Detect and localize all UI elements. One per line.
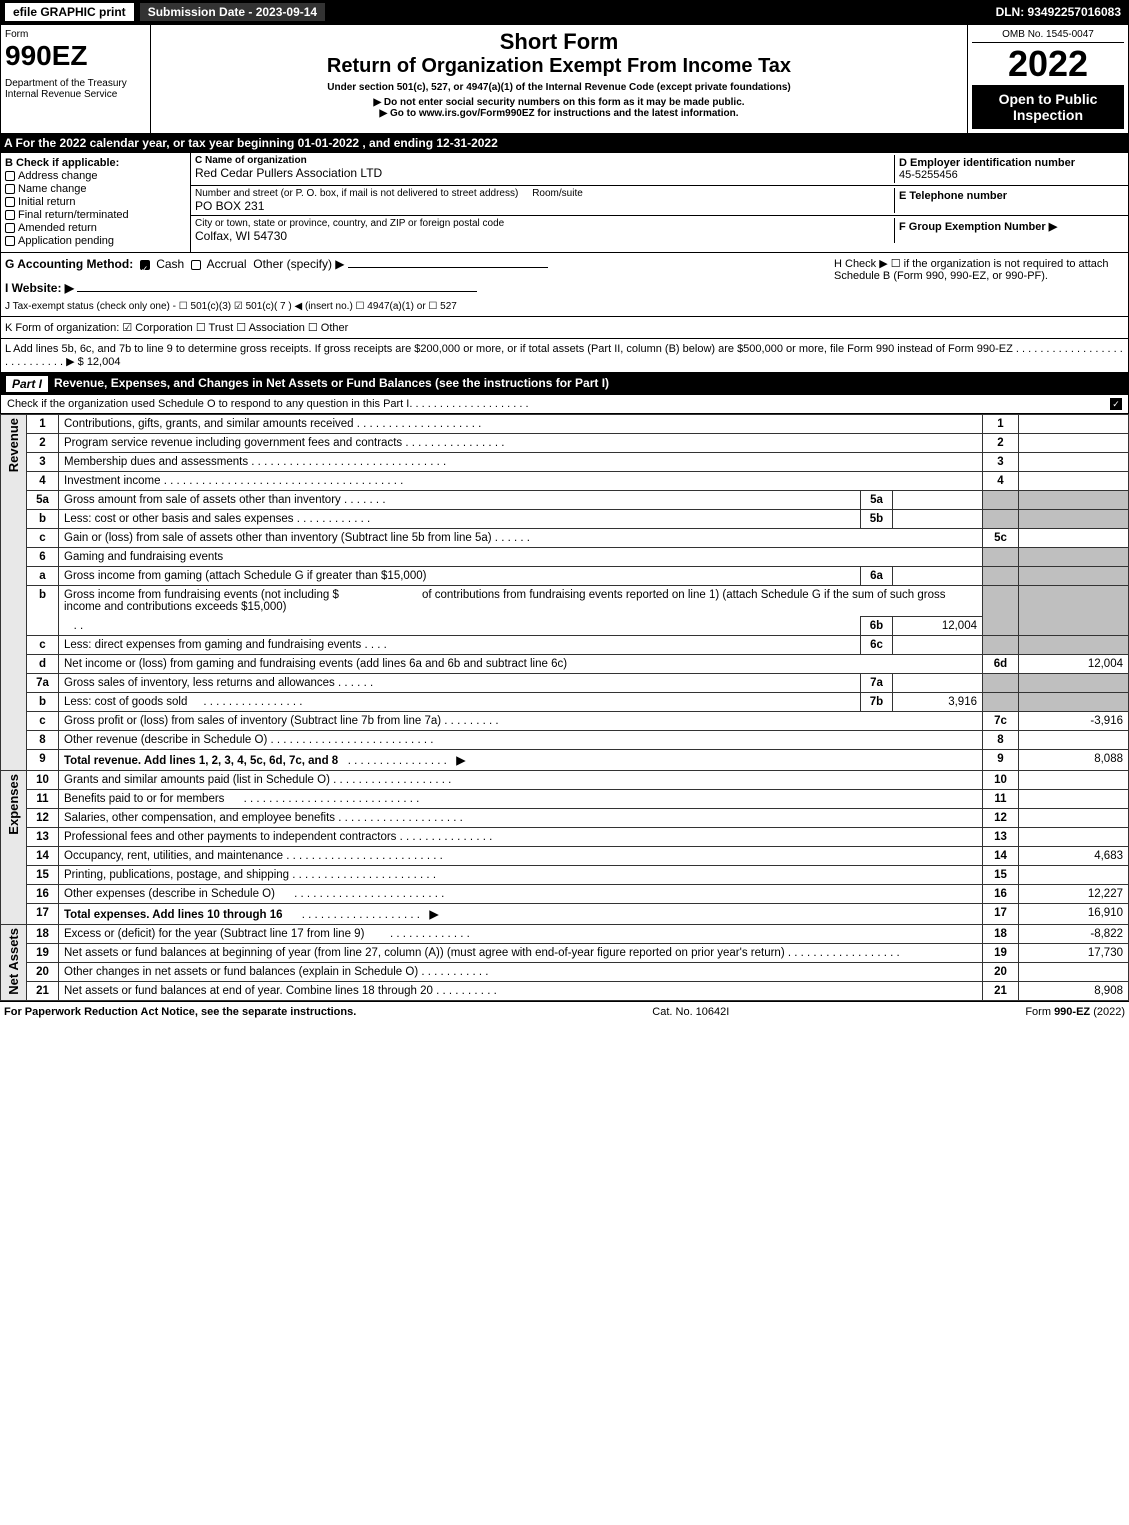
line-1: Contributions, gifts, grants, and simila… — [59, 415, 983, 434]
val-18: -8,822 — [1019, 925, 1129, 944]
line-20: Other changes in net assets or fund bala… — [59, 963, 983, 982]
line-6a: Gross income from gaming (attach Schedul… — [59, 567, 861, 586]
line-5a: Gross amount from sale of assets other t… — [59, 491, 861, 510]
line-a: A For the 2022 calendar year, or tax yea… — [0, 134, 1129, 152]
c-name-label: C Name of organization — [195, 155, 894, 166]
val-21: 8,908 — [1019, 982, 1129, 1001]
line-7a: Gross sales of inventory, less returns a… — [59, 674, 861, 693]
submission-date-button[interactable]: Submission Date - 2023-09-14 — [139, 2, 326, 22]
line-5b: Less: cost or other basis and sales expe… — [59, 510, 861, 529]
k-row: K Form of organization: ☑ Corporation ☐ … — [0, 317, 1129, 339]
footer-mid: Cat. No. 10642I — [652, 1006, 729, 1018]
dept-label: Department of the Treasury — [5, 78, 146, 89]
val-6d: 12,004 — [1019, 655, 1129, 674]
lines-table: Revenue 1Contributions, gifts, grants, a… — [0, 414, 1129, 1001]
line-6c: Less: direct expenses from gaming and fu… — [59, 636, 861, 655]
line-17: Total expenses. Add lines 10 through 16 … — [59, 904, 983, 925]
line-4: Investment income . . . . . . . . . . . … — [59, 472, 983, 491]
netassets-side-label: Net Assets — [6, 928, 21, 995]
chk-pending[interactable]: Application pending — [18, 235, 114, 247]
footer-left: For Paperwork Reduction Act Notice, see … — [4, 1006, 356, 1018]
open-public-badge: Open to Public Inspection — [972, 85, 1124, 129]
form-header: Form 990EZ Department of the Treasury In… — [0, 24, 1129, 134]
chk-initial[interactable]: Initial return — [18, 196, 75, 208]
street-label: Number and street (or P. O. box, if mail… — [195, 188, 894, 199]
line-15: Printing, publications, postage, and shi… — [59, 866, 983, 885]
line-6d: Net income or (loss) from gaming and fun… — [59, 655, 983, 674]
g-accrual[interactable]: Accrual — [207, 257, 247, 271]
g-cash[interactable]: Cash — [156, 257, 184, 271]
ein-value: 45-5255456 — [899, 169, 1120, 181]
d-label: D Employer identification number — [899, 157, 1120, 169]
val-19: 17,730 — [1019, 944, 1129, 963]
l-row: L Add lines 5b, 6c, and 7b to line 9 to … — [0, 339, 1129, 373]
h-text: H Check ▶ ☐ if the organization is not r… — [834, 257, 1124, 312]
line-6: Gaming and fundraising events — [59, 548, 983, 567]
val-16: 12,227 — [1019, 885, 1129, 904]
irs-label: Internal Revenue Service — [5, 89, 146, 100]
line-11: Benefits paid to or for members . . . . … — [59, 790, 983, 809]
form-word: Form — [5, 29, 146, 40]
part-i-header: Part I Revenue, Expenses, and Changes in… — [0, 373, 1129, 395]
street-value: PO BOX 231 — [195, 199, 894, 213]
i-label: I Website: ▶ — [5, 281, 74, 295]
line-13: Professional fees and other payments to … — [59, 828, 983, 847]
tax-year: 2022 — [972, 43, 1124, 85]
top-bar: efile GRAPHIC print Submission Date - 20… — [0, 0, 1129, 24]
warn-2: ▶ Go to www.irs.gov/Form990EZ for instru… — [155, 108, 963, 119]
line-3: Membership dues and assessments . . . . … — [59, 453, 983, 472]
g-other[interactable]: Other (specify) ▶ — [253, 257, 344, 271]
city-label: City or town, state or province, country… — [195, 218, 894, 229]
line-16: Other expenses (describe in Schedule O) … — [59, 885, 983, 904]
return-title: Return of Organization Exempt From Incom… — [155, 55, 963, 78]
j-label: J Tax-exempt status (check only one) - ☐… — [5, 301, 457, 312]
dln-label: DLN: 93492257016083 — [988, 5, 1129, 19]
expenses-side-label: Expenses — [6, 774, 21, 835]
val-6b: 12,004 — [893, 617, 983, 636]
e-label: E Telephone number — [899, 190, 1120, 202]
line-9: Total revenue. Add lines 1, 2, 3, 4, 5c,… — [59, 750, 983, 771]
line-18: Excess or (deficit) for the year (Subtra… — [59, 925, 983, 944]
val-7b: 3,916 — [893, 693, 983, 712]
footer: For Paperwork Reduction Act Notice, see … — [0, 1001, 1129, 1022]
val-17: 16,910 — [1019, 904, 1129, 925]
subtitle: Under section 501(c), 527, or 4947(a)(1)… — [155, 82, 963, 93]
part-i-checknote: Check if the organization used Schedule … — [0, 395, 1129, 414]
efile-print-button[interactable]: efile GRAPHIC print — [4, 2, 135, 22]
val-7c: -3,916 — [1019, 712, 1129, 731]
section-b-block: B Check if applicable: Address change Na… — [0, 152, 1129, 253]
line-8: Other revenue (describe in Schedule O) .… — [59, 731, 983, 750]
form-number: 990EZ — [5, 40, 146, 72]
revenue-side-label: Revenue — [6, 418, 21, 472]
chk-amended[interactable]: Amended return — [18, 222, 97, 234]
line-2: Program service revenue including govern… — [59, 434, 983, 453]
schedule-o-check[interactable] — [1110, 398, 1122, 410]
line-6b-1: Gross income from fundraising events (no… — [59, 586, 983, 617]
b-label: B Check if applicable: — [5, 157, 186, 169]
f-label: F Group Exemption Number ▶ — [899, 220, 1120, 233]
city-value: Colfax, WI 54730 — [195, 229, 894, 243]
line-7c: Gross profit or (loss) from sales of inv… — [59, 712, 983, 731]
val-14: 4,683 — [1019, 847, 1129, 866]
chk-address[interactable]: Address change — [18, 170, 98, 182]
warn-1: ▶ Do not enter social security numbers o… — [155, 97, 963, 108]
line-7b: Less: cost of goods sold . . . . . . . .… — [59, 693, 861, 712]
chk-final[interactable]: Final return/terminated — [18, 209, 129, 221]
line-14: Occupancy, rent, utilities, and maintena… — [59, 847, 983, 866]
accounting-row: G Accounting Method: Cash Accrual Other … — [0, 253, 1129, 317]
line-21: Net assets or fund balances at end of ye… — [59, 982, 983, 1001]
part-i-title: Revenue, Expenses, and Changes in Net As… — [54, 376, 609, 392]
val-9: 8,088 — [1019, 750, 1129, 771]
line-10: Grants and similar amounts paid (list in… — [59, 771, 983, 790]
footer-right: Form 990-EZ (2022) — [1025, 1006, 1125, 1018]
chk-name[interactable]: Name change — [18, 183, 87, 195]
omb-label: OMB No. 1545-0047 — [972, 29, 1124, 43]
g-label: G Accounting Method: — [5, 257, 133, 271]
line-5c: Gain or (loss) from sale of assets other… — [59, 529, 983, 548]
org-name: Red Cedar Pullers Association LTD — [195, 166, 894, 180]
line-12: Salaries, other compensation, and employ… — [59, 809, 983, 828]
line-19: Net assets or fund balances at beginning… — [59, 944, 983, 963]
short-form-title: Short Form — [155, 29, 963, 55]
